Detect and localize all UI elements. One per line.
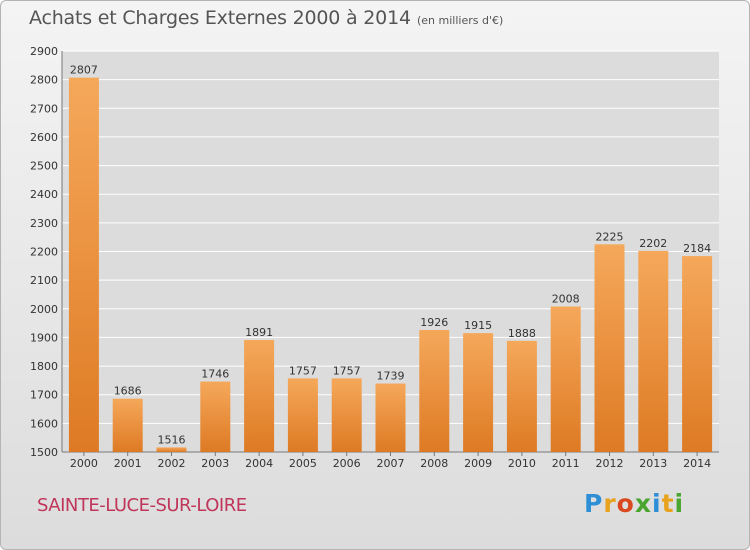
chart-title: Achats et Charges Externes 2000 à 2014 — [29, 7, 411, 29]
bar-value-label: 1516 — [158, 433, 186, 446]
bar — [594, 244, 625, 452]
y-tick-label: 2900 — [30, 45, 58, 58]
logo-letter: i — [674, 489, 685, 518]
bar — [638, 250, 669, 452]
y-tick-label: 1700 — [30, 389, 58, 402]
y-tick-label: 2700 — [30, 102, 58, 115]
y-tick-label: 2300 — [30, 217, 58, 230]
logo-letter: P — [584, 489, 604, 518]
x-tick-label: 2011 — [552, 457, 580, 470]
bar — [419, 329, 450, 452]
chart-subtitle: (en milliers d'€) — [417, 14, 504, 27]
proxiti-logo: Proxiti — [584, 489, 684, 518]
x-tick-label: 2004 — [245, 457, 273, 470]
x-tick-label: 2012 — [596, 457, 624, 470]
bar — [200, 381, 231, 452]
bar-value-label: 1757 — [333, 364, 361, 377]
bar — [287, 378, 318, 452]
x-tick-label: 2007 — [377, 457, 405, 470]
x-tick-label: 2005 — [289, 457, 317, 470]
bar — [112, 398, 143, 452]
bar — [156, 447, 187, 452]
x-tick-label: 2000 — [70, 457, 98, 470]
bar-value-label: 2008 — [552, 292, 580, 305]
x-tick-label: 2008 — [420, 457, 448, 470]
x-tick-label: 2013 — [639, 457, 667, 470]
bar-value-label: 1746 — [201, 368, 229, 381]
y-tick-label: 2600 — [30, 131, 58, 144]
bar-value-label: 1915 — [464, 319, 492, 332]
x-tick-label: 2009 — [464, 457, 492, 470]
bar — [506, 340, 537, 452]
logo-letter: x — [634, 489, 652, 518]
bar — [375, 383, 406, 452]
bar-value-label: 1757 — [289, 364, 317, 377]
bar-value-label: 2225 — [596, 230, 624, 243]
bar-value-label: 2184 — [683, 242, 711, 255]
y-tick-label: 1600 — [30, 417, 58, 430]
commune-name: SAINTE-LUCE-SUR-LOIRE — [37, 495, 247, 516]
y-tick-label: 1900 — [30, 331, 58, 344]
bar — [244, 340, 275, 452]
y-tick-label: 2500 — [30, 160, 58, 173]
x-tick-label: 2003 — [201, 457, 229, 470]
bar — [463, 333, 494, 452]
bar-value-label: 1686 — [114, 385, 142, 398]
bar-value-label: 1888 — [508, 327, 536, 340]
y-tick-label: 1500 — [30, 446, 58, 459]
logo-letter: t — [661, 489, 675, 518]
y-tick-label: 2200 — [30, 246, 58, 259]
x-tick-label: 2010 — [508, 457, 536, 470]
x-tick-label: 2001 — [114, 457, 142, 470]
logo-letter: r — [603, 489, 617, 518]
y-tick-label: 2100 — [30, 274, 58, 287]
logo-letter: i — [652, 489, 662, 518]
bar — [550, 306, 581, 452]
y-tick-label: 2000 — [30, 303, 58, 316]
bar — [682, 256, 713, 452]
bar-value-label: 2807 — [70, 64, 98, 77]
x-tick-label: 2014 — [683, 457, 711, 470]
y-tick-label: 1800 — [30, 360, 58, 373]
y-tick-label: 2400 — [30, 188, 58, 201]
bar-value-label: 2202 — [639, 237, 667, 250]
bar — [331, 378, 362, 452]
bar-value-label: 1891 — [245, 326, 273, 339]
x-tick-label: 2006 — [333, 457, 361, 470]
x-tick-label: 2002 — [158, 457, 186, 470]
y-tick-label: 2800 — [30, 74, 58, 87]
bar-value-label: 1926 — [420, 316, 448, 329]
bar — [68, 77, 99, 453]
logo-letter: o — [616, 489, 635, 518]
bar-value-label: 1739 — [377, 370, 405, 383]
